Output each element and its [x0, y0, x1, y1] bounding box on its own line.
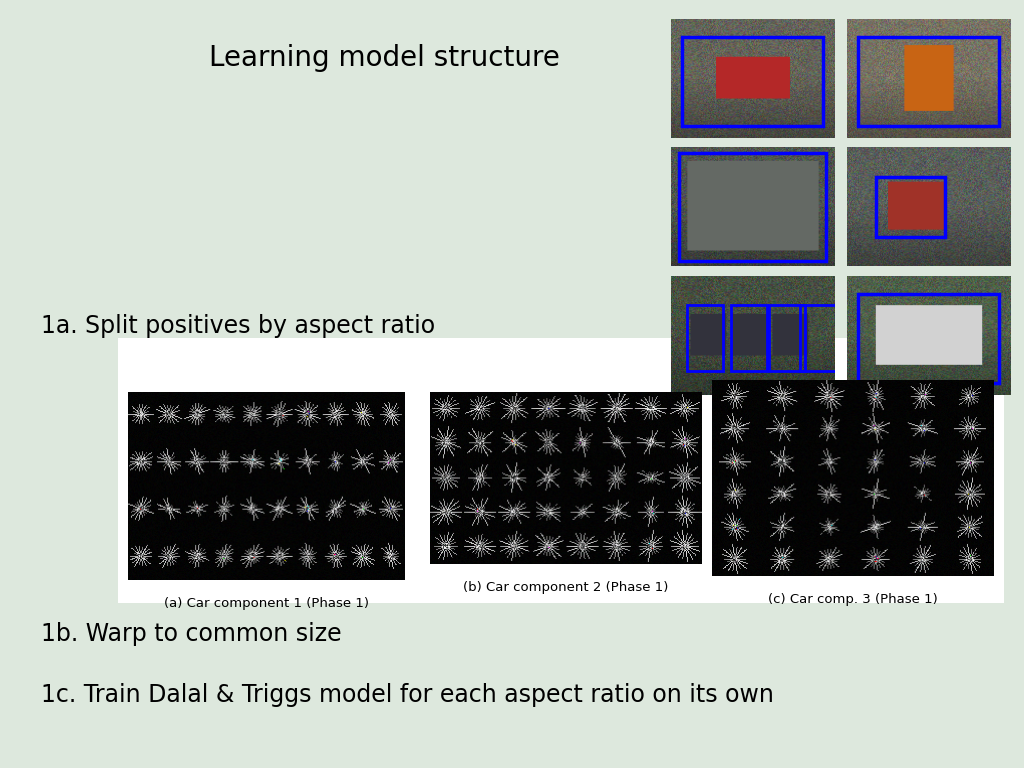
Text: (b) Car component 2 (Phase 1): (b) Car component 2 (Phase 1)	[463, 581, 669, 594]
Bar	[687, 306, 723, 371]
Bar	[877, 177, 945, 237]
Bar	[858, 293, 999, 383]
FancyBboxPatch shape	[118, 338, 1004, 603]
Text: 1a. Split positives by aspect ratio: 1a. Split positives by aspect ratio	[41, 314, 435, 339]
Text: (c) Car comp. 3 (Phase 1): (c) Car comp. 3 (Phase 1)	[768, 593, 937, 606]
Bar	[858, 37, 999, 127]
Bar	[682, 37, 823, 127]
Text: 1b. Warp to common size: 1b. Warp to common size	[41, 621, 342, 646]
Bar	[800, 306, 837, 371]
Text: Learning model structure: Learning model structure	[209, 44, 559, 71]
Text: (a) Car component 1 (Phase 1): (a) Car component 1 (Phase 1)	[164, 597, 369, 610]
Bar	[731, 306, 767, 371]
Text: 1c. Train Dalal & Triggs model for each aspect ratio on its own: 1c. Train Dalal & Triggs model for each …	[41, 683, 774, 707]
Bar	[769, 306, 805, 371]
